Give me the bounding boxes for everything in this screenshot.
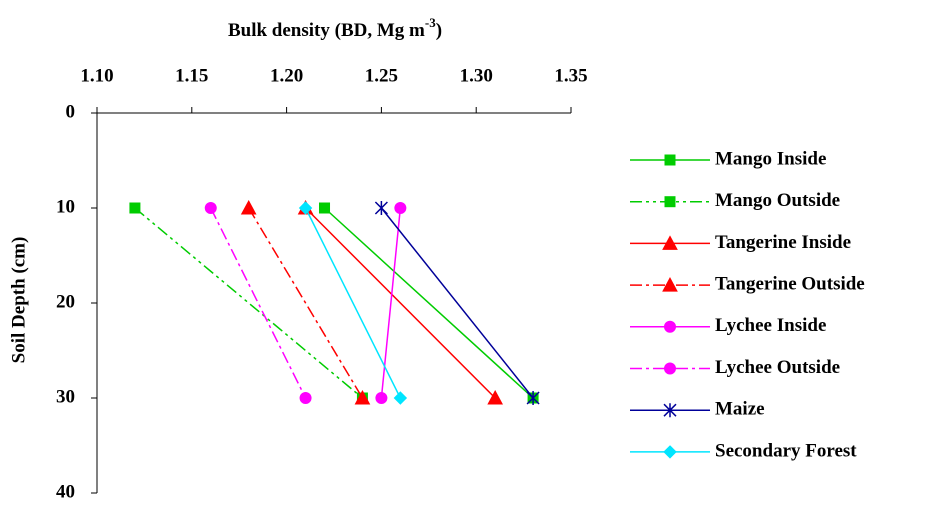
y-tick-label: 30	[56, 386, 75, 407]
series-line	[381, 208, 533, 398]
x-tick-label: 1.30	[460, 65, 493, 86]
marker	[665, 155, 675, 165]
series-line	[211, 208, 306, 398]
marker	[205, 203, 216, 214]
x-tick-label: 1.20	[270, 65, 303, 86]
marker	[376, 393, 387, 404]
marker	[375, 201, 387, 215]
x-tick-label: 1.25	[365, 65, 398, 86]
y-axis-title: Soil Depth (cm)	[8, 237, 29, 364]
marker	[665, 197, 675, 207]
x-axis-title-text: Bulk density (BD, Mg m	[228, 20, 425, 41]
chart: Bulk density (BD, Mg m-3) Soil Depth (cm…	[0, 0, 925, 510]
legend-label: Lychee Outside	[715, 357, 840, 378]
x-axis-title-sup: -3	[425, 15, 436, 30]
x-axis-title-end: )	[436, 20, 442, 41]
y-tick-label: 20	[56, 291, 75, 312]
legend-label: Mango Inside	[715, 148, 826, 169]
series-line	[135, 208, 363, 398]
marker	[665, 321, 676, 332]
marker	[242, 201, 256, 214]
legend-label: Tangerine Inside	[715, 232, 851, 253]
series-line	[325, 208, 534, 398]
series-line	[306, 208, 401, 398]
legend-label: Maize	[715, 399, 765, 420]
y-tick-label: 0	[66, 101, 76, 122]
marker	[394, 392, 406, 404]
legend-label: Mango Outside	[715, 190, 840, 211]
marker	[130, 203, 140, 213]
x-tick-label: 1.10	[80, 65, 113, 86]
x-tick-label: 1.15	[175, 65, 208, 86]
y-tick-label: 40	[56, 481, 75, 502]
legend-label: Secondary Forest	[715, 440, 857, 461]
marker	[300, 393, 311, 404]
series-line	[381, 208, 400, 398]
legend-label: Tangerine Outside	[715, 273, 865, 294]
marker	[664, 446, 676, 458]
marker	[395, 203, 406, 214]
marker	[665, 363, 676, 374]
legend: Mango Inside Mango Outside Tangerine Insid…	[630, 148, 865, 461]
marker	[663, 278, 677, 291]
series-line	[306, 208, 496, 398]
marker	[320, 203, 330, 213]
series-line	[249, 208, 363, 398]
y-tick-label: 10	[56, 196, 75, 217]
x-axis-title: Bulk density (BD, Mg m-3)	[228, 15, 442, 41]
x-tick-label: 1.35	[554, 65, 587, 86]
legend-label: Lychee Inside	[715, 315, 826, 336]
